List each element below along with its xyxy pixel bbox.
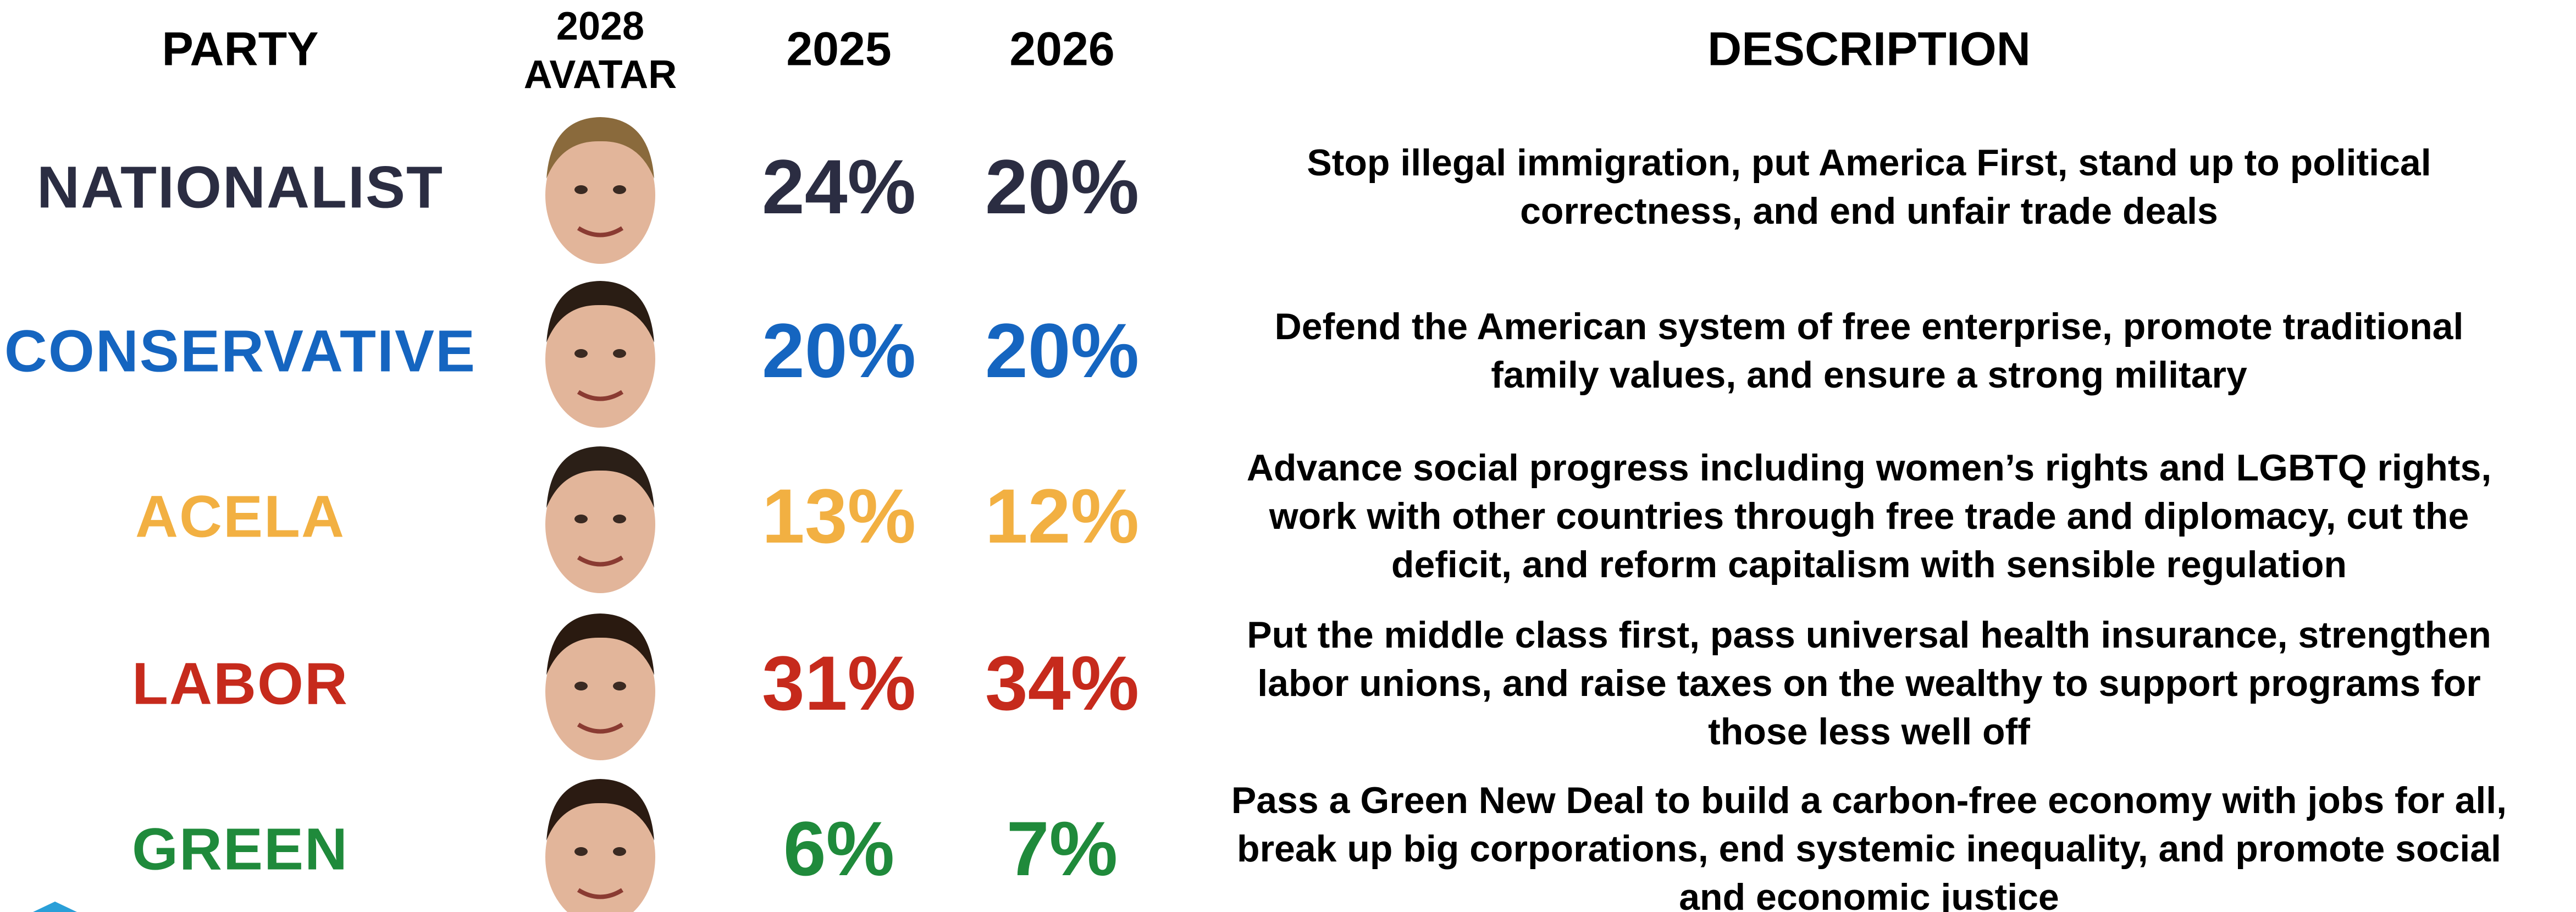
percent-2026: 20% [985,306,1139,395]
description: Advance social progress including women’… [1247,444,2492,589]
description: Defend the American system of free enter… [1275,302,2464,399]
header-year: 2025 [786,23,891,77]
party-name: CONSERVATIVE [4,317,476,385]
percent-2025: 24% [762,142,916,231]
description-line: family values, and ensure a strong milit… [1275,351,2464,399]
description-line: break up big corporations, end systemic … [1231,825,2507,873]
party-name: NATIONALIST [37,153,444,222]
description: Stop illegal immigration, put America Fi… [1307,139,2431,235]
header-year: 2026 [1009,23,1114,77]
description-line: correctness, and end unfair trade deals [1307,187,2431,235]
avatar [534,436,666,596]
logo-fragment [33,902,77,912]
party-name: LABOR [132,649,349,718]
description-line: Put the middle class first, pass univers… [1247,611,2491,659]
avatar [534,107,666,267]
description-line: work with other countries through free t… [1247,492,2492,540]
percent-2026: 20% [985,142,1139,231]
percent-2025: 6% [783,804,894,893]
description: Pass a Green New Deal to build a carbon-… [1231,776,2507,912]
description-line: and economic justice [1231,873,2507,912]
header-avatar: 2028 AVATAR [524,2,677,99]
description-line: Stop illegal immigration, put America Fi… [1307,139,2431,187]
avatar [534,604,666,763]
percent-2025: 31% [762,639,916,728]
header-avatar-line: 2028 [524,2,677,51]
percent-2026: 12% [985,472,1139,561]
description-line: Pass a Green New Deal to build a carbon-… [1231,776,2507,825]
percent-2026: 34% [985,639,1139,728]
header-party: PARTY [162,23,318,77]
avatar [534,271,666,430]
header-avatar-line: AVATAR [524,51,677,99]
description-line: Defend the American system of free enter… [1275,302,2464,351]
header-description: DESCRIPTION [1707,23,2031,77]
avatar [534,769,666,912]
description-line: deficit, and reform capitalism with sens… [1247,540,2492,589]
percent-2026: 7% [1007,804,1118,893]
party-name: ACELA [135,482,345,551]
description: Put the middle class first, pass univers… [1247,611,2491,756]
percent-2025: 13% [762,472,916,561]
description-line: those less well off [1247,708,2491,756]
party-table: PARTY 2028 AVATAR 2025 2026 DESCRIPTION … [0,0,2576,912]
description-line: Advance social progress including women’… [1247,444,2492,492]
party-name: GREEN [132,815,349,883]
percent-2025: 20% [762,306,916,395]
description-line: labor unions, and raise taxes on the wea… [1247,659,2491,708]
